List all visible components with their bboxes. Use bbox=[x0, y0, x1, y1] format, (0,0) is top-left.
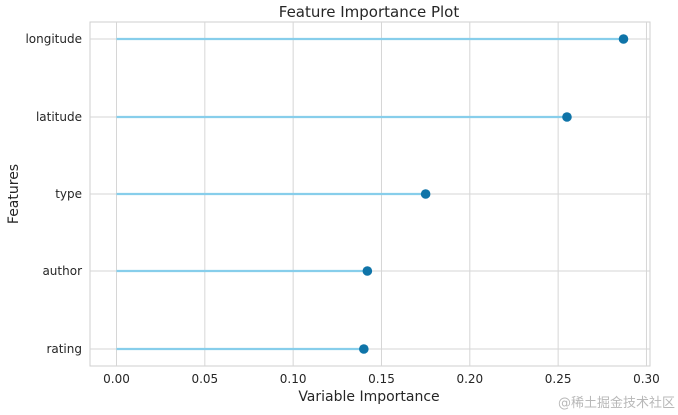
watermark: @稀土掘金技术社区 bbox=[558, 395, 675, 411]
marker-longitude bbox=[618, 34, 629, 44]
x-axis-label: Variable Importance bbox=[298, 389, 439, 405]
y-tick-label: longitude bbox=[25, 32, 82, 46]
y-tick-label: author bbox=[42, 264, 82, 278]
marker-author bbox=[362, 266, 373, 276]
stems bbox=[116, 37, 624, 351]
y-axis-label: Features bbox=[6, 164, 22, 224]
chart-title: Feature Importance Plot bbox=[279, 3, 460, 21]
y-tick-label: type bbox=[55, 187, 82, 201]
x-tick-label: 0.10 bbox=[280, 372, 307, 386]
x-tick-labels: 0.00 0.05 0.10 0.15 0.20 0.25 0.30 bbox=[103, 372, 660, 386]
marker-latitude bbox=[562, 112, 572, 122]
markers bbox=[359, 34, 629, 354]
marker-type bbox=[420, 189, 431, 199]
y-tick-label: latitude bbox=[36, 110, 82, 124]
x-tick-label: 0.05 bbox=[191, 372, 218, 386]
x-tick-label: 0.25 bbox=[545, 372, 572, 386]
y-tick-labels: longitude latitude type author rating bbox=[25, 32, 82, 356]
x-tick-label: 0.00 bbox=[103, 372, 130, 386]
marker-rating bbox=[359, 344, 369, 354]
x-tick-label: 0.20 bbox=[456, 372, 483, 386]
x-tick-label: 0.15 bbox=[368, 372, 395, 386]
y-tick-label: rating bbox=[46, 342, 82, 356]
x-tick-label: 0.30 bbox=[633, 372, 660, 386]
